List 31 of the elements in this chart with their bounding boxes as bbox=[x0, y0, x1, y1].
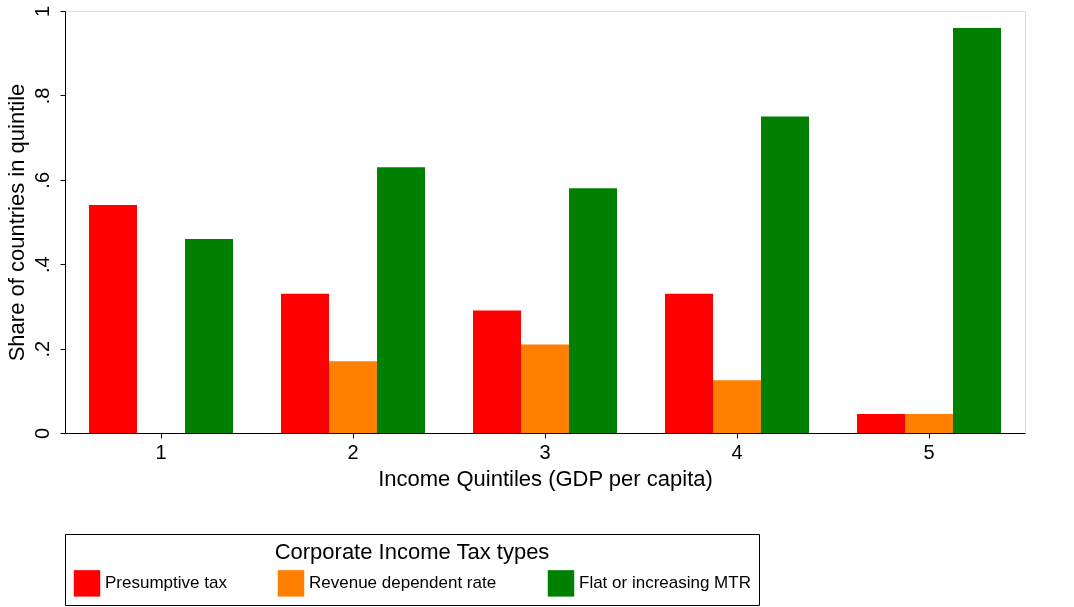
x-tick-label: 4 bbox=[731, 440, 743, 463]
bar bbox=[905, 414, 953, 433]
y-tick-label: .6 bbox=[30, 171, 53, 189]
bar bbox=[953, 27, 1001, 433]
legend-label: Flat or increasing MTR bbox=[579, 573, 751, 593]
bar bbox=[521, 344, 569, 433]
y-tick-label: .8 bbox=[30, 87, 53, 105]
legend-title: Corporate Income Tax types bbox=[274, 539, 550, 564]
bar bbox=[713, 380, 761, 433]
x-axis-title: Income Quintiles (GDP per capita) bbox=[378, 465, 713, 491]
bar bbox=[377, 167, 425, 433]
bar bbox=[857, 414, 905, 433]
bar bbox=[665, 293, 713, 433]
x-tick-label: 3 bbox=[539, 440, 551, 463]
x-tick-label: 1 bbox=[155, 440, 167, 463]
y-tick-label: .2 bbox=[30, 340, 53, 358]
bar bbox=[89, 205, 137, 433]
x-tick-label: 5 bbox=[923, 440, 935, 463]
bar bbox=[281, 293, 329, 433]
bar bbox=[473, 310, 521, 433]
bar bbox=[185, 238, 233, 433]
bar bbox=[569, 188, 617, 433]
y-axis-title: Share of countries in quintile bbox=[3, 83, 29, 362]
legend-label: Presumptive tax bbox=[105, 573, 228, 593]
y-tick-label: .4 bbox=[30, 256, 53, 274]
bar bbox=[329, 361, 377, 433]
y-tick-label: 0 bbox=[30, 427, 53, 440]
x-tick-label: 2 bbox=[347, 440, 359, 463]
y-tick-label: 1 bbox=[30, 5, 53, 18]
bar bbox=[761, 116, 809, 433]
legend-label: Revenue dependent rate bbox=[309, 573, 497, 593]
